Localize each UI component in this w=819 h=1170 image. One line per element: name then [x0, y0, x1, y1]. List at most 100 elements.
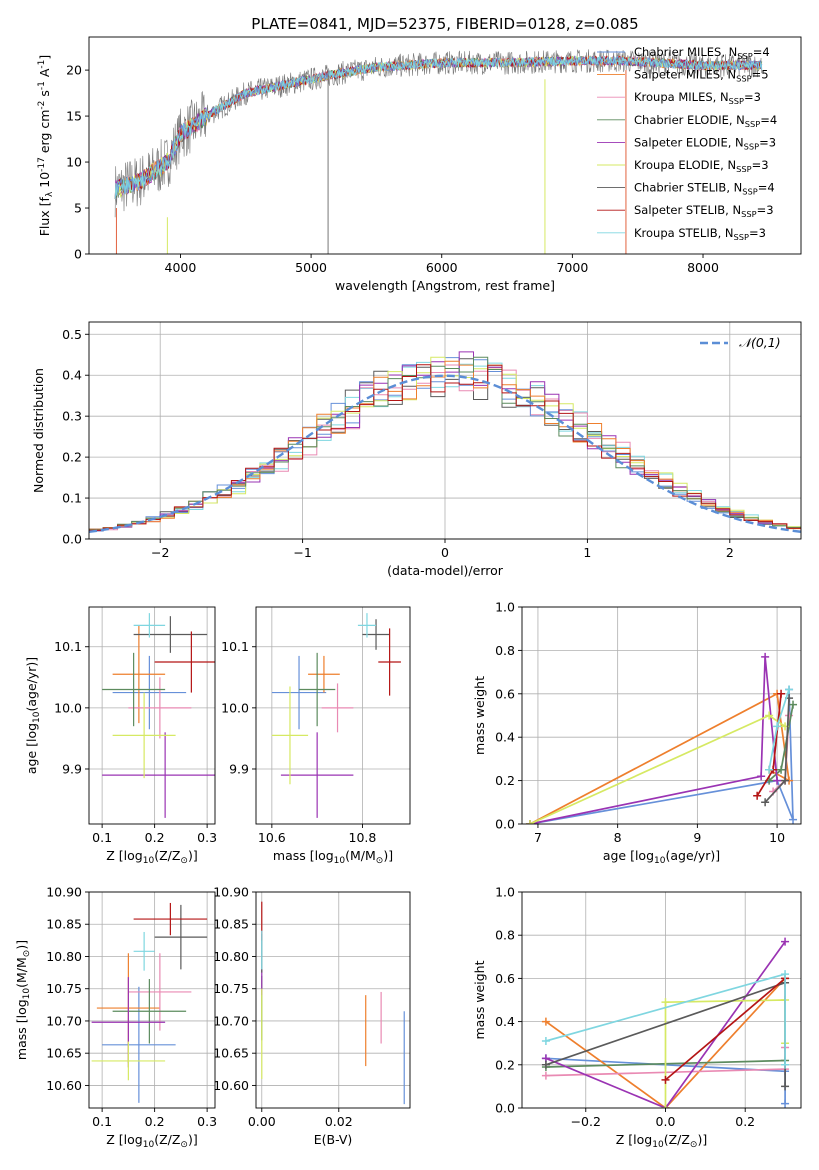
mass-weight-line — [664, 999, 786, 1108]
y-tick-label: 10.0 — [221, 700, 249, 715]
y-tick-label: 0.6 — [495, 686, 515, 701]
x-tick-label: 0.2 — [735, 1114, 755, 1129]
data-point-marker — [777, 689, 786, 698]
axes-frame — [255, 606, 411, 825]
axes-frame — [88, 606, 216, 825]
legend: Chabrier MILES, NSSP=4 Salpeter MILES, NS… — [597, 45, 777, 241]
x-axis-label: wavelength [Angstrom, rest frame] — [335, 278, 555, 293]
axes-frame — [88, 36, 802, 255]
y-tick-label: 10.75 — [213, 981, 249, 996]
y-tick-label: 10.90 — [213, 885, 249, 900]
x-tick-label: −2 — [151, 545, 169, 560]
y-tick-label: 10.85 — [46, 917, 82, 932]
x-tick-label: 0.3 — [197, 1114, 217, 1129]
data-point-marker — [781, 776, 790, 785]
y-tick-label: 10 — [66, 155, 82, 170]
panel-mass_vs_Z: 0.1 0.2 0.3 10.60 10.65 10.70 10.75 10.80 10.85 1… — [14, 885, 217, 1150]
data-point-marker — [757, 772, 766, 781]
mass-weight-line — [664, 977, 786, 1081]
legend-entry: 𝒩(0,1) — [739, 335, 781, 350]
normal-curve — [89, 374, 801, 533]
data-point-marker — [761, 652, 770, 661]
y-tick-label: 0.2 — [495, 1057, 515, 1072]
data-point-marker — [781, 937, 790, 946]
data-point-marker — [661, 1104, 670, 1108]
y-tick-label: 0.0 — [62, 532, 82, 547]
y-tick-label: 0.8 — [495, 928, 515, 943]
legend-entry: Chabrier MILES, NSSP=4 — [634, 45, 770, 61]
y-tick-label: 10.65 — [46, 1046, 82, 1061]
y-tick-label: 0.5 — [62, 327, 82, 342]
y-tick-label: 10.80 — [213, 949, 249, 964]
data-point-marker — [781, 1060, 790, 1069]
y-tick-label: 9.9 — [229, 761, 249, 776]
data-point-marker — [773, 722, 782, 731]
y-axis-label: mass weight — [472, 960, 487, 1039]
y-tick-label: 0.4 — [495, 1014, 515, 1029]
x-tick-label: 10.8 — [349, 830, 377, 845]
y-tick-label: 10.60 — [46, 1078, 82, 1093]
x-tick-label: 8 — [614, 830, 622, 845]
y-tick-label: 10.65 — [213, 1046, 249, 1061]
data-point-marker — [541, 1017, 550, 1026]
x-tick-label: 0.3 — [197, 830, 217, 845]
mass-weight-line — [529, 689, 794, 824]
data-point-marker — [789, 815, 798, 824]
data-point-marker — [777, 765, 786, 774]
mass-weight-line — [529, 692, 791, 824]
legend-entry: Salpeter ELODIE, NSSP=3 — [634, 135, 776, 151]
legend-entry: Chabrier ELODIE, NSSP=4 — [634, 113, 777, 129]
chart-title: PLATE=0841, MJD=52375, FIBERID=0128, z=0… — [251, 15, 638, 33]
x-axis-label: (data-model)/error — [387, 563, 504, 578]
data-point-marker — [773, 776, 782, 785]
y-tick-label: 9.9 — [62, 761, 82, 776]
y-axis-label: mass weight — [472, 676, 487, 755]
x-axis-label: Z [log10(Z/Z⊙)] — [106, 1132, 197, 1150]
mass-weight-line — [529, 714, 786, 824]
plot-area-spectrum — [114, 49, 763, 254]
y-tick-label: 15 — [66, 109, 82, 124]
data-point-marker — [789, 700, 798, 709]
y-tick-label: 20 — [66, 63, 82, 78]
x-tick-label: −1 — [293, 545, 311, 560]
x-tick-label: 5000 — [295, 260, 327, 275]
x-tick-label: −0.2 — [571, 1114, 601, 1129]
y-tick-label: 1.0 — [495, 600, 515, 615]
x-tick-label: 0.1 — [92, 1114, 112, 1129]
plot-area-mass_vs_Z — [91, 902, 208, 1103]
x-axis-label: E(B-V) — [314, 1132, 353, 1147]
x-tick-label: 0.1 — [92, 830, 112, 845]
panel-mass_vs_EBV: 0.00 0.02 10.60 10.65 10.70 10.75 10.80 10.85 10… — [213, 885, 411, 1147]
panel-age_vs_mass: 10.6 10.8 9.9 10.0 10.1 mass [log10(M/M⊙)] — [221, 606, 411, 866]
y-tick-label: 0.0 — [495, 1101, 515, 1116]
data-point-marker — [753, 791, 762, 800]
y-tick-label: 10.85 — [213, 917, 249, 932]
data-point-marker — [765, 711, 774, 720]
x-tick-label: 8000 — [687, 260, 719, 275]
data-point-marker — [661, 1075, 670, 1084]
panel-age_vs_Z: 0.1 0.2 0.3 9.9 10.0 10.1 Z [log10(Z/Z⊙)] age [… — [24, 606, 217, 866]
y-tick-label: 0.3 — [62, 409, 82, 424]
panel-weight_vs_Z: −0.2 0.0 0.2 0.0 0.2 0.4 0.6 0.8 1.0 Z [log10(Z/Z… — [472, 885, 802, 1150]
x-tick-label: 0 — [441, 545, 449, 560]
data-point-marker — [541, 1037, 550, 1046]
y-tick-label: 5 — [74, 201, 82, 216]
y-tick-label: 1.0 — [495, 885, 515, 900]
plot-area-weight_vs_Z — [541, 937, 790, 1108]
x-tick-label: 0.00 — [248, 1114, 276, 1129]
y-tick-label: 0.8 — [495, 643, 515, 658]
x-axis-label: Z [log10(Z/Z⊙)] — [616, 1132, 707, 1150]
x-axis-label: mass [log10(M/M⊙)] — [273, 848, 393, 866]
model-spectrum-line — [114, 54, 763, 199]
x-tick-label: 7 — [534, 830, 542, 845]
axes-frame — [521, 606, 802, 825]
x-axis-label: Z [log10(Z/Z⊙)] — [106, 848, 197, 866]
legend-entry: Kroupa MILES, NSSP=3 — [634, 90, 761, 106]
y-tick-label: 10.70 — [213, 1013, 249, 1028]
y-tick-label: 0.6 — [495, 971, 515, 986]
plot-area-age_vs_mass — [271, 613, 401, 818]
y-axis-label: mass [log10(M/M⊙)] — [14, 940, 32, 1060]
x-tick-label: 10 — [769, 830, 785, 845]
x-tick-label: 0.2 — [145, 1114, 165, 1129]
